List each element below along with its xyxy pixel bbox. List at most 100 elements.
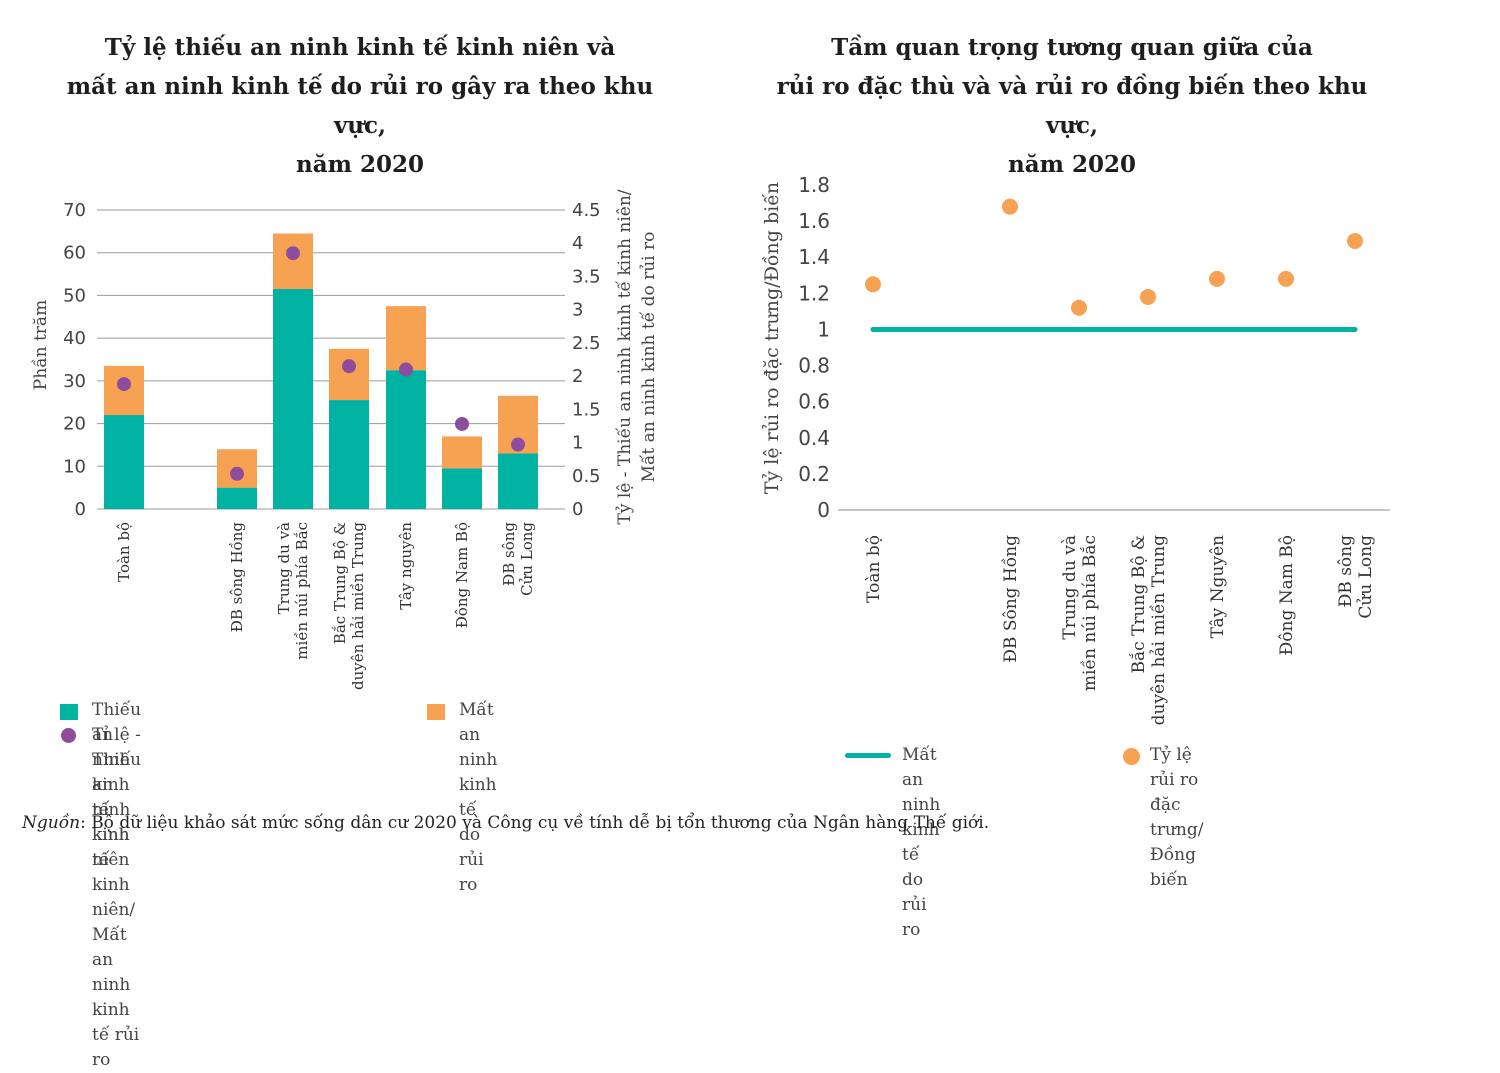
bar-chronic bbox=[329, 400, 369, 509]
y-tick-label: 40 bbox=[63, 328, 86, 349]
bar-risk bbox=[329, 348, 369, 401]
y-tick-label: 0 bbox=[817, 498, 830, 522]
y-tick-label: 50 bbox=[63, 285, 86, 306]
y-axis-label: Tỷ lệ rủi ro đặc trưng/Đồng biến bbox=[761, 182, 783, 494]
left-title-line: mất an ninh kinh tế do rủi ro gây ra the… bbox=[66, 73, 654, 139]
legend-swatch-risk bbox=[427, 704, 445, 720]
legend-risk-line: Mất an ninh kinh tế bbox=[459, 700, 498, 820]
ratio-point bbox=[342, 359, 356, 374]
y2-tick-label: 4 bbox=[572, 233, 583, 254]
legend-line-text: Mất an ninh kinh tế bbox=[902, 745, 941, 865]
ratio-point bbox=[511, 437, 525, 452]
y-tick-label: 60 bbox=[63, 243, 86, 264]
legend-line-text: do rủi ro bbox=[902, 870, 927, 940]
x-tick-label: Trung du và bbox=[275, 522, 293, 614]
right-chart-title: Tầm quan trọng tương quan giữa của rủi r… bbox=[752, 28, 1392, 184]
legend-label-line: Mất an ninh kinh tế do rủi ro bbox=[902, 743, 940, 943]
y2-axis-label: Tỷ lệ - Thiếu an ninh kinh tế kinh niên/ bbox=[615, 189, 635, 524]
x-tick-label: ĐB sông bbox=[1336, 535, 1356, 608]
source-text: : Bộ dữ liệu khảo sát mức sống dân cư 20… bbox=[80, 813, 990, 833]
x-tick-label: Tây Nguyên bbox=[1208, 535, 1228, 638]
legend-label-dot: Tỷ lệ rủi ro đặc trưng/ Đồng biến bbox=[1150, 743, 1203, 893]
y-tick-label: 0 bbox=[75, 499, 86, 520]
y-tick-label: 1.2 bbox=[798, 281, 830, 305]
ratio-point bbox=[1140, 288, 1156, 305]
x-tick-label: Trung du và bbox=[1060, 535, 1080, 640]
bar-chronic bbox=[386, 370, 426, 509]
x-tick-label: Bắc Trung Bộ & bbox=[331, 522, 349, 644]
legend-dot-text: Tỷ lệ rủi ro đặc trưng/ bbox=[1150, 745, 1204, 840]
bar-risk bbox=[273, 233, 313, 290]
ratio-point bbox=[117, 377, 131, 392]
y-tick-label: 70 bbox=[63, 200, 86, 221]
legend-risk-line: do rủi ro bbox=[459, 825, 484, 895]
ratio-point bbox=[399, 362, 413, 377]
bar-chronic bbox=[217, 487, 257, 509]
legend-swatch-ratio bbox=[61, 728, 76, 743]
legend-swatch-line bbox=[845, 753, 891, 758]
y-tick-label: 0.2 bbox=[798, 462, 830, 486]
x-tick-label: Đông Nam Bộ bbox=[1277, 535, 1297, 655]
y2-axis-label: Mất an ninh kinh tế do rủi ro bbox=[639, 232, 659, 483]
legend-label-chronic: Thiếu an ninh kinh tế kinh niên bbox=[92, 700, 142, 870]
ratio-point bbox=[1347, 232, 1363, 249]
x-tick-label: miền núi phía Bắc bbox=[1080, 535, 1100, 691]
x-tick-label: Cửu Long bbox=[1356, 535, 1376, 619]
x-tick-label: duyên hải miền Trung bbox=[1149, 535, 1169, 726]
x-tick-label: ĐB sông bbox=[500, 522, 518, 586]
legend-ratio-line: Mất an ninh kinh tế rủi ro bbox=[92, 925, 140, 1070]
y-tick-label: 10 bbox=[63, 456, 86, 477]
x-tick-label: duyên hải miền Trung bbox=[349, 522, 367, 690]
right-title-line: năm 2020 bbox=[1008, 151, 1136, 178]
left-title-line: Tỷ lệ thiếu an ninh kinh tế kinh niên và bbox=[104, 34, 616, 61]
source-label: Nguồn bbox=[22, 813, 81, 833]
bar-chronic bbox=[498, 453, 538, 509]
ratio-point bbox=[455, 416, 469, 431]
legend-swatch-dot bbox=[1123, 748, 1140, 765]
x-tick-label: miền núi phía Bắc bbox=[293, 522, 311, 660]
y-tick-label: 0.4 bbox=[798, 426, 830, 450]
ratio-point bbox=[1209, 270, 1225, 287]
y-tick-label: 30 bbox=[63, 371, 86, 392]
y2-tick-label: 1 bbox=[572, 433, 583, 454]
y2-tick-label: 0 bbox=[572, 499, 583, 520]
y-tick-label: 1.6 bbox=[798, 209, 830, 233]
ratio-point bbox=[865, 276, 881, 293]
right-title-line: rủi ro đặc thù và và rủi ro đồng biến th… bbox=[776, 73, 1368, 139]
y-tick-label: 1.8 bbox=[798, 173, 830, 197]
right-title-line: Tầm quan trọng tương quan giữa của bbox=[831, 34, 1313, 61]
charts-canvas: 0 10 20 30 40 50 60 70 0 0.5 1 1.5 2 2.5 3 3.5 4 4.5 Phần … bbox=[31, 173, 1390, 726]
left-title-line: năm 2020 bbox=[296, 151, 424, 178]
y2-tick-label: 3.5 bbox=[572, 266, 601, 287]
legend-dot-text: Đồng biến bbox=[1150, 845, 1196, 890]
y-tick-label: 0.6 bbox=[798, 390, 830, 414]
y2-tick-label: 1.5 bbox=[572, 399, 601, 420]
bar-chronic bbox=[442, 468, 482, 509]
ratio-point bbox=[1278, 270, 1294, 287]
y-axis-label: Phần trăm bbox=[31, 300, 51, 390]
left-chart-title: Tỷ lệ thiếu an ninh kinh tế kinh niên và… bbox=[40, 28, 680, 184]
bar-chronic bbox=[104, 415, 144, 509]
legend-label-risk: Mất an ninh kinh tế do rủi ro bbox=[459, 698, 497, 898]
y2-tick-label: 2.5 bbox=[572, 333, 601, 354]
x-tick-label: Cửu Long bbox=[518, 522, 536, 596]
ratio-point bbox=[230, 466, 244, 481]
x-tick-label: Tây nguyên bbox=[397, 522, 415, 610]
y-tick-label: 1.4 bbox=[798, 245, 830, 269]
x-tick-label: Toàn bộ bbox=[115, 522, 133, 582]
y2-tick-label: 2 bbox=[572, 366, 583, 387]
x-tick-label: ĐB Sông Hồng bbox=[1001, 535, 1021, 663]
ratio-point bbox=[1071, 299, 1087, 316]
ratio-point bbox=[286, 246, 300, 261]
bar-risk bbox=[442, 436, 482, 469]
y2-tick-label: 3 bbox=[572, 300, 583, 321]
bar-chronic bbox=[273, 289, 313, 509]
y-tick-label: 20 bbox=[63, 414, 86, 435]
x-tick-label: ĐB sông Hồng bbox=[228, 522, 246, 633]
x-tick-label: Toàn bộ bbox=[864, 535, 884, 603]
x-tick-label: Đông Nam Bộ bbox=[453, 522, 471, 628]
y2-tick-label: 0.5 bbox=[572, 466, 601, 487]
x-tick-label: Bắc Trung Bộ & bbox=[1129, 535, 1149, 673]
y2-tick-label: 4.5 bbox=[572, 200, 601, 221]
source-note: Nguồn: Bộ dữ liệu khảo sát mức sống dân … bbox=[22, 813, 989, 833]
